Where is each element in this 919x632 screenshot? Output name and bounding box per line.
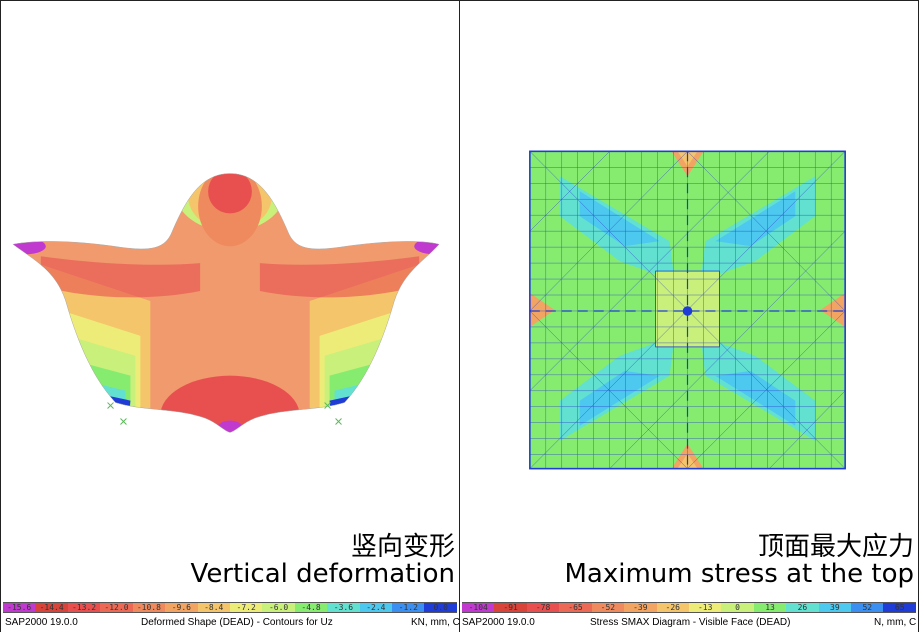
status-app-version: SAP2000 19.0.0 bbox=[5, 617, 78, 628]
support-icons bbox=[107, 402, 342, 425]
legend-tick-label: -8.4 bbox=[197, 603, 230, 612]
status-units: N, mm, C bbox=[874, 617, 917, 628]
legend-tick-label: -7.2 bbox=[229, 603, 263, 612]
caption-en: Maximum stress at the top bbox=[564, 559, 914, 590]
legend-tick-label: -104 bbox=[462, 603, 495, 612]
stress-legend-bar: -104 -91 -78 -65 -52 -39 -26 -13 0 13 26 39 52 65 bbox=[462, 602, 916, 613]
legend-tick-label: -65 bbox=[559, 603, 592, 612]
legend-tick-label: -13.2 bbox=[67, 603, 101, 612]
legend-tick-label: -9.6 bbox=[165, 603, 198, 612]
contour-legend-bar: -15.6 -14.4 -13.2 -12.0 -10.8 -9.6 -8.4 -7.2 -6.… bbox=[3, 602, 457, 613]
legend-tick-label: 0.0 bbox=[424, 603, 457, 612]
status-plot-title: Stress SMAX Diagram - Visible Face (DEAD… bbox=[590, 617, 791, 628]
caption-zh: 竖向变形 bbox=[350, 532, 455, 562]
mesh-boundary bbox=[529, 150, 846, 470]
legend-tick-label: -12.0 bbox=[100, 603, 133, 612]
legend-tick-label: -6.0 bbox=[262, 603, 295, 612]
status-plot-title: Deformed Shape (DEAD) - Contours for Uz bbox=[141, 617, 333, 628]
status-units: KN, mm, C bbox=[411, 617, 460, 628]
legend-tick-label: -4.8 bbox=[294, 603, 328, 612]
legend-tick-label: -2.4 bbox=[359, 603, 393, 612]
legend-tick-label: -91 bbox=[494, 603, 527, 612]
legend-tick-label: 0 bbox=[721, 603, 754, 612]
legend-tick-label: -52 bbox=[591, 603, 625, 612]
legend-tick-label: 13 bbox=[753, 603, 787, 612]
legend-tick-label: -10.8 bbox=[132, 603, 166, 612]
right-viewport-window[interactable]: 顶面最大应力 Maximum stress at the top -104 -91… bbox=[460, 0, 919, 632]
legend-tick-label: -13 bbox=[688, 603, 722, 612]
legend-tick-label: -14.4 bbox=[35, 603, 68, 612]
legend-tick-label: -26 bbox=[656, 603, 689, 612]
legend-tick-label: -15.6 bbox=[3, 603, 36, 612]
status-app-version: SAP2000 19.0.0 bbox=[462, 617, 535, 628]
legend-tick-label: -3.6 bbox=[327, 603, 360, 612]
caption-zh: 顶面最大应力 bbox=[757, 532, 914, 562]
left-viewport-window[interactable]: 竖向变形 Vertical deformation -15.6 -14.4 -13.… bbox=[0, 0, 460, 632]
caption-en: Vertical deformation bbox=[190, 559, 455, 590]
stress-diagram-plot[interactable] bbox=[460, 1, 918, 601]
deformed-shape-plot[interactable] bbox=[1, 1, 459, 601]
legend-tick-label: 52 bbox=[851, 603, 884, 612]
legend-tick-label: 26 bbox=[786, 603, 819, 612]
contour-center bbox=[12, 173, 440, 433]
right-caption: 顶面最大应力 Maximum stress at the top bbox=[564, 532, 914, 590]
legend-tick-label: -1.2 bbox=[392, 603, 425, 612]
legend-tick-label: -39 bbox=[624, 603, 657, 612]
legend-tick-label: -78 bbox=[526, 603, 560, 612]
legend-tick-label: 39 bbox=[818, 603, 852, 612]
legend-tick-label: 65 bbox=[883, 603, 916, 612]
left-caption: 竖向变形 Vertical deformation bbox=[190, 532, 455, 590]
